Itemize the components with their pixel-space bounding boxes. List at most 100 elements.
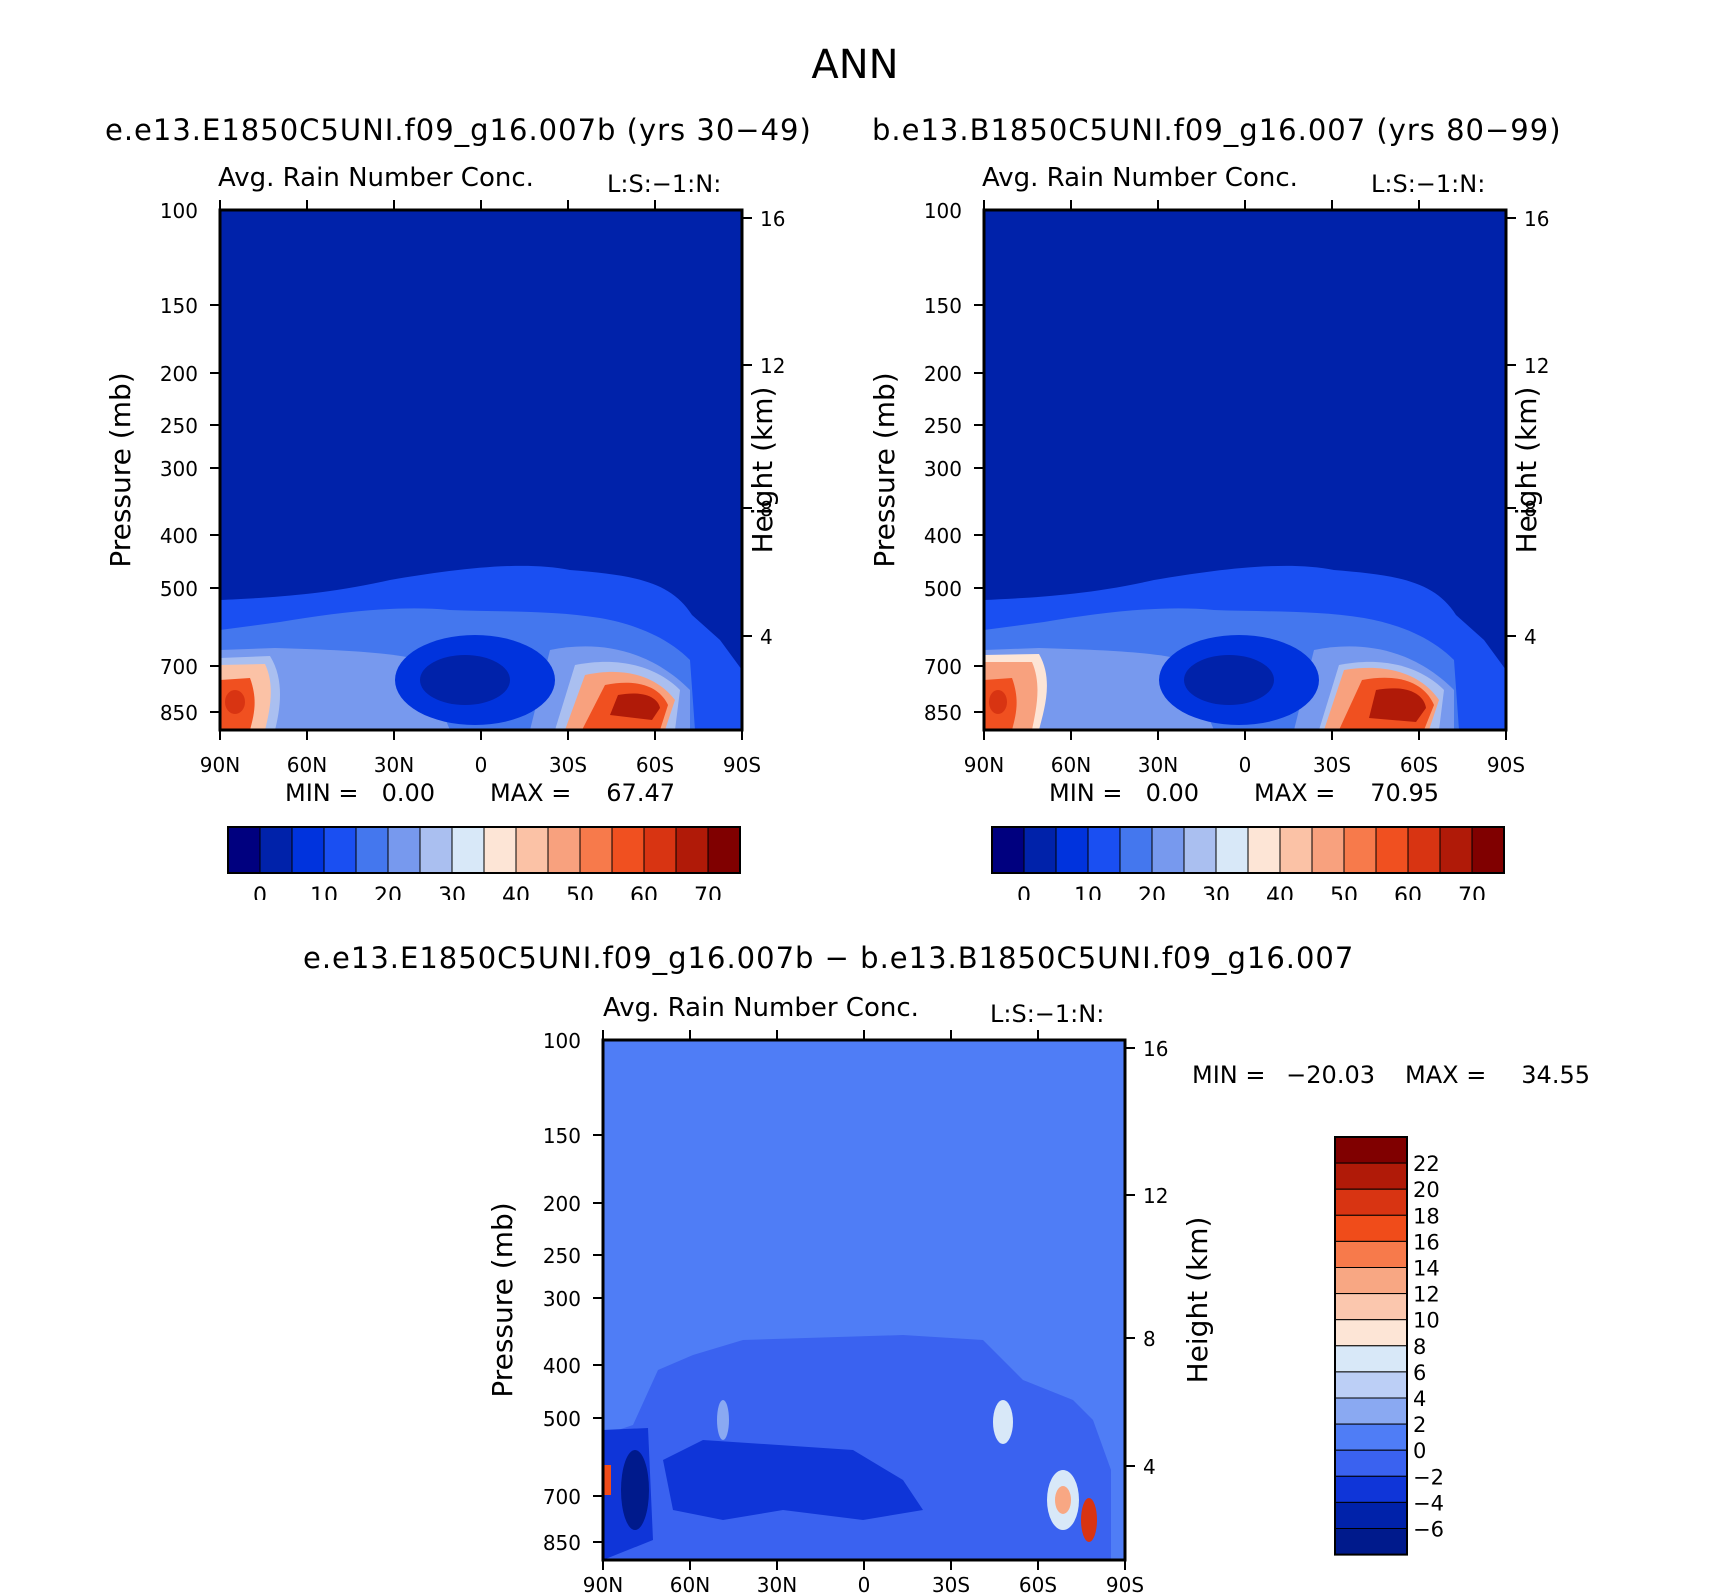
min-label: MIN = [285, 779, 358, 807]
max-value: 34.55 [1521, 1061, 1590, 1089]
colorbar-swatch [323, 826, 357, 874]
colorbar-label: 50 [566, 884, 594, 900]
colorbar-label: 2 [1413, 1413, 1426, 1437]
colorbar-swatch [991, 826, 1025, 874]
min-value: −20.03 [1286, 1061, 1375, 1089]
contour-level-lowest [420, 655, 510, 705]
colorbar-label: 0 [253, 884, 267, 900]
colorbar-label: 70 [1458, 884, 1486, 900]
axis-ticks [210, 200, 752, 740]
y-axis: 100 150 200 250 300 400 500 700 850 [924, 199, 962, 725]
max-value: 67.47 [606, 779, 675, 807]
colorbar-swatch [1334, 1188, 1408, 1216]
colorbar-label: 12 [1413, 1283, 1440, 1307]
max-label: MAX = [1405, 1061, 1486, 1089]
y2-tick-label: 4 [760, 625, 773, 649]
contour-level-neg2 [663, 1440, 923, 1520]
contour-level-9 [610, 693, 660, 720]
y-tick-label: 100 [924, 199, 962, 223]
x-tick-label: 90N [200, 753, 240, 777]
colorbar-swatch [1183, 826, 1217, 874]
y2-tick-label: 16 [1143, 1037, 1168, 1061]
y-tick-label: 150 [543, 1124, 581, 1148]
colorbar-swatch [1334, 1449, 1408, 1477]
y-tick-label: 700 [924, 655, 962, 679]
y-tick-label: 400 [160, 524, 198, 548]
colorbar-swatch [1334, 1240, 1408, 1269]
y-tick-label: 200 [543, 1192, 581, 1216]
colorbar-label: 40 [1266, 884, 1294, 900]
y-tick-label: 300 [160, 457, 198, 481]
colorbar-swatch [227, 826, 261, 874]
panel-right: Avg. Rain Number Conc. L:S:−1:N: 90N 60N… [868, 163, 1549, 900]
colorbar-swatch [643, 826, 677, 874]
colorbar-swatch [707, 826, 741, 874]
colorbar-swatch [1334, 1397, 1408, 1425]
colorbar-label: −6 [1413, 1518, 1444, 1542]
y-tick-label: 150 [160, 294, 198, 318]
colorbar-swatch [1055, 826, 1089, 874]
colorbar-swatch [419, 826, 453, 874]
colorbar-label: 60 [1394, 884, 1422, 900]
y-tick-label: 200 [160, 362, 198, 386]
colorbar-label: 60 [630, 884, 658, 900]
colorbar-swatch [1334, 1371, 1408, 1399]
y-axis: 100 150 200 250 300 400 500 700 850 [543, 1029, 581, 1555]
colorbar-label: −4 [1413, 1491, 1444, 1515]
y-tick-label: 250 [160, 414, 198, 438]
x-tick-label: 60N [287, 753, 327, 777]
colorbar: 0 10 20 30 40 50 60 70 [991, 826, 1505, 900]
y-tick-label: 700 [160, 655, 198, 679]
main-title: ANN [811, 42, 899, 88]
x-tick-label: 60S [636, 753, 674, 777]
y2-tick-label: 8 [1524, 497, 1537, 521]
colorbar-swatch [1334, 1345, 1408, 1373]
colorbar-swatch [1334, 1423, 1408, 1451]
colorbar-swatch [259, 826, 293, 874]
colorbar-swatch [1119, 826, 1153, 874]
contour-level-pos4 [717, 1400, 729, 1440]
y-tick-label: 400 [543, 1354, 581, 1378]
y2-tick-label: 12 [1143, 1184, 1168, 1208]
x-tick-label: 60N [670, 1573, 710, 1596]
x-tick-label: 30N [1138, 753, 1178, 777]
colorbar-swatch [1311, 826, 1345, 874]
colorbar-label: 14 [1413, 1257, 1440, 1281]
y2-tick-label: 8 [760, 497, 773, 521]
colorbar-label: 8 [1413, 1335, 1426, 1359]
y-tick-label: 500 [924, 577, 962, 601]
colorbar-label: 22 [1413, 1152, 1440, 1176]
colorbar-swatch [1334, 1293, 1408, 1321]
colorbar-swatch [355, 826, 389, 874]
max-value: 70.95 [1370, 779, 1439, 807]
x-tick-label: 0 [475, 753, 488, 777]
axis-ticks [593, 1030, 1135, 1570]
run-label-right: b.e13.B1850C5UNI.f09_g16.007 (yrs 80−99) [872, 113, 1562, 147]
panel-left: Avg. Rain Number Conc. L:S:−1:N: 90N 60N… [104, 163, 785, 900]
min-value: 0.00 [1146, 779, 1199, 807]
colorbar-swatch [1023, 826, 1057, 874]
x-axis: 90N 60N 30N 0 30S 60S 90S [200, 753, 761, 777]
y-axis: 100 150 200 250 300 400 500 700 850 [160, 199, 198, 725]
y-tick-label: 100 [160, 199, 198, 223]
colorbar-swatch [1439, 826, 1473, 874]
x-tick-label: 30N [374, 753, 414, 777]
colorbar-swatch [1471, 826, 1505, 874]
colorbar-label: 30 [1202, 884, 1230, 900]
contour-level-min [621, 1450, 649, 1530]
colorbar-label: 10 [1413, 1309, 1440, 1333]
colorbar-swatch [1215, 826, 1249, 874]
max-label: MAX = [1254, 779, 1335, 807]
colorbar-label: 16 [1413, 1230, 1440, 1254]
colorbar-label: 30 [438, 884, 466, 900]
x-tick-label: 90S [723, 753, 761, 777]
colorbar-swatch [547, 826, 581, 874]
y-tick-label: 700 [543, 1485, 581, 1509]
panel-title: Avg. Rain Number Conc. [982, 163, 1298, 193]
y-tick-label: 500 [543, 1407, 581, 1431]
y2-axis: 16 12 8 4 [760, 207, 785, 649]
colorbar-swatch [387, 826, 421, 874]
colorbar-swatch [1334, 1136, 1408, 1164]
colorbar-swatch [1334, 1267, 1408, 1295]
colorbar-swatch [515, 826, 549, 874]
